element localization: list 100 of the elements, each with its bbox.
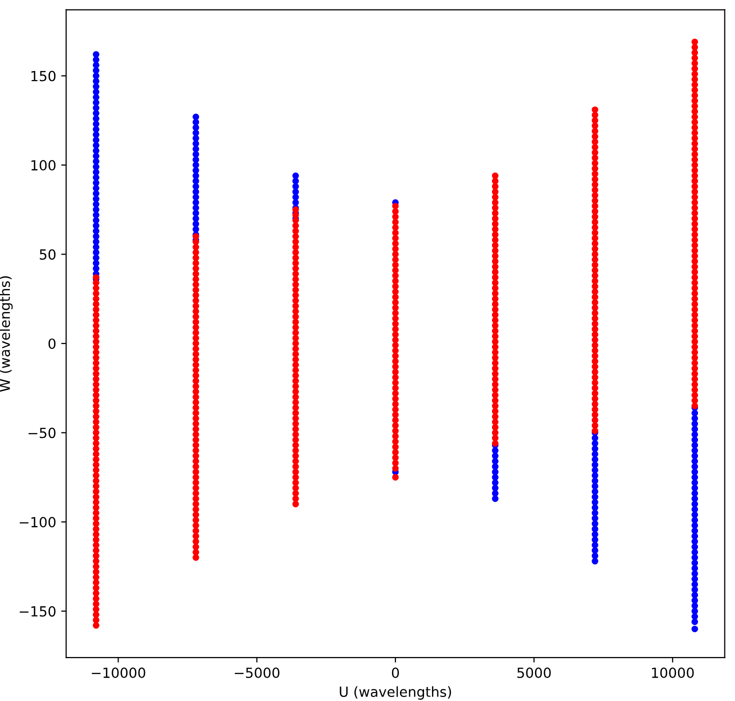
point [692,602,698,610]
point [292,372,299,379]
point [292,410,299,416]
point [492,424,498,431]
point [492,284,498,292]
point [492,376,498,382]
point [292,442,299,448]
point [292,399,299,406]
point [392,326,399,332]
point [192,204,200,212]
point [692,495,698,502]
point [692,570,698,577]
point [692,410,698,416]
point [492,429,498,436]
point [492,194,498,200]
point [92,184,100,192]
point [692,586,698,593]
point [392,465,399,472]
point [192,178,200,184]
point [292,188,299,196]
point [492,188,498,196]
point [492,408,498,415]
point [92,168,100,176]
point [92,126,100,133]
point [692,474,698,481]
point [692,581,698,588]
point [392,438,399,445]
point [92,217,100,224]
point [592,520,598,527]
point [692,554,698,561]
point [692,500,698,508]
point [392,218,399,226]
point [192,215,200,222]
y-tick-label: 50 [40,249,56,260]
point [692,426,698,432]
point [392,454,399,461]
point [292,500,299,508]
point [592,466,598,474]
point [392,288,399,295]
point [292,254,299,262]
point [492,354,498,362]
point [492,397,498,404]
point [492,463,498,470]
point [292,172,299,180]
point [392,416,399,424]
y-tick-label: 150 [31,70,56,82]
point [692,516,698,524]
point [292,330,299,336]
point [692,512,698,518]
point [92,206,100,213]
point [292,313,299,320]
point [692,436,698,444]
point [492,296,498,302]
point [192,140,200,147]
point [192,172,200,180]
point [492,210,498,216]
point [92,148,100,154]
point [692,442,698,448]
y-tick-label: −100 [20,516,56,528]
point [692,618,698,626]
point [592,482,598,490]
point [92,260,100,266]
point [492,458,498,465]
point [292,194,299,200]
point [192,188,200,196]
point [292,458,299,465]
point [192,210,200,216]
point [392,347,399,354]
point [692,608,698,614]
x-tick-label: 0 [392,668,399,678]
point [492,370,498,378]
point [292,178,299,184]
point [292,495,299,502]
point [692,458,698,465]
point [92,56,100,64]
x-tick-label: −5000 [234,668,280,678]
point [292,238,299,246]
point [92,152,100,160]
point [492,338,498,345]
point [192,118,200,126]
point [692,420,698,428]
point [292,404,299,411]
point [92,115,100,122]
point [492,215,498,222]
point [492,317,498,324]
point [592,504,598,511]
point [592,446,598,452]
point [392,400,399,408]
point [592,558,598,564]
point [192,135,200,142]
point [492,306,498,313]
point [292,346,299,352]
point [292,350,299,358]
point [292,490,299,497]
point [392,234,399,242]
point [492,490,498,497]
point [292,308,299,315]
point [292,297,299,304]
x-tick-label: 10000 [652,668,694,678]
point [492,300,498,308]
